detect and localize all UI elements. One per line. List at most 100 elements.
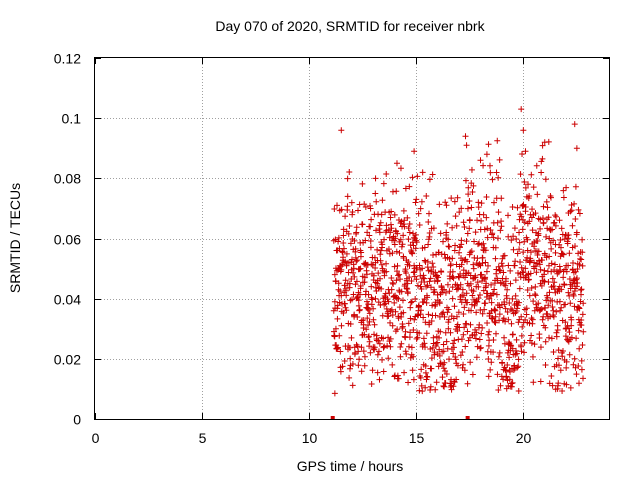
data-point bbox=[385, 334, 392, 341]
data-point bbox=[445, 316, 452, 323]
data-point bbox=[344, 175, 351, 182]
data-point bbox=[416, 221, 423, 228]
data-point bbox=[427, 386, 434, 393]
data-point bbox=[465, 337, 472, 344]
data-point bbox=[514, 364, 521, 371]
data-point bbox=[358, 317, 365, 324]
data-point bbox=[477, 345, 484, 352]
data-point bbox=[524, 236, 531, 243]
data-point bbox=[536, 334, 543, 341]
data-point bbox=[463, 320, 470, 327]
data-point bbox=[453, 261, 460, 268]
data-point bbox=[483, 268, 490, 275]
data-point bbox=[558, 304, 565, 311]
data-point bbox=[394, 262, 401, 269]
data-point bbox=[404, 280, 411, 287]
data-point bbox=[461, 223, 468, 230]
data-point bbox=[565, 289, 572, 296]
x-tick-label: 20 bbox=[516, 430, 532, 446]
data-point bbox=[370, 305, 377, 312]
data-point bbox=[572, 215, 579, 222]
data-point bbox=[571, 200, 578, 207]
data-point bbox=[479, 310, 486, 317]
plot-frame bbox=[94, 57, 610, 420]
data-point bbox=[369, 261, 376, 268]
data-point bbox=[498, 223, 505, 230]
data-point bbox=[475, 204, 482, 211]
data-point bbox=[369, 296, 376, 303]
data-point bbox=[362, 204, 369, 211]
data-point bbox=[417, 205, 424, 212]
data-point bbox=[429, 171, 436, 178]
data-point bbox=[420, 314, 427, 321]
data-point bbox=[368, 380, 375, 387]
data-point bbox=[349, 209, 356, 216]
data-point bbox=[351, 273, 358, 280]
data-point bbox=[378, 211, 385, 218]
data-point bbox=[573, 145, 580, 152]
data-point bbox=[331, 206, 338, 213]
data-point bbox=[476, 321, 483, 328]
data-point bbox=[443, 370, 450, 377]
data-point bbox=[392, 308, 399, 315]
data-point bbox=[539, 142, 546, 149]
data-point bbox=[481, 306, 488, 313]
data-point bbox=[573, 335, 580, 342]
data-point bbox=[558, 225, 565, 232]
data-point bbox=[516, 246, 523, 253]
data-point bbox=[371, 331, 378, 338]
data-point bbox=[451, 337, 458, 344]
data-point bbox=[491, 318, 498, 325]
data-point bbox=[388, 225, 395, 232]
data-point bbox=[392, 235, 399, 242]
data-point bbox=[544, 204, 551, 211]
data-point bbox=[550, 348, 557, 355]
data-point bbox=[387, 221, 394, 228]
data-point bbox=[387, 214, 394, 221]
data-point bbox=[566, 329, 573, 336]
data-point bbox=[492, 313, 499, 320]
data-point bbox=[536, 261, 543, 268]
data-point bbox=[442, 289, 449, 296]
data-point bbox=[488, 299, 495, 306]
data-point bbox=[437, 328, 444, 335]
data-point bbox=[414, 173, 421, 180]
data-point bbox=[419, 265, 426, 272]
data-point bbox=[477, 226, 484, 233]
data-point bbox=[430, 251, 437, 258]
data-point bbox=[372, 295, 379, 302]
data-point bbox=[514, 204, 521, 211]
data-point bbox=[377, 219, 384, 226]
data-point bbox=[384, 342, 391, 349]
data-point bbox=[337, 368, 344, 375]
data-point bbox=[452, 213, 459, 220]
data-point bbox=[404, 214, 411, 221]
data-point bbox=[548, 245, 555, 252]
data-point bbox=[361, 331, 368, 338]
data-point bbox=[336, 292, 343, 299]
data-point bbox=[537, 344, 544, 351]
data-point bbox=[513, 350, 520, 357]
data-point bbox=[409, 367, 416, 374]
data-point bbox=[353, 258, 360, 265]
data-point bbox=[512, 277, 519, 284]
data-point bbox=[555, 355, 562, 362]
data-point bbox=[494, 219, 501, 226]
data-point bbox=[405, 343, 412, 350]
data-point bbox=[469, 188, 476, 195]
data-point bbox=[499, 262, 506, 269]
data-point bbox=[338, 206, 345, 213]
data-point bbox=[421, 344, 428, 351]
data-point bbox=[556, 298, 563, 305]
zero-marker bbox=[330, 416, 335, 420]
data-point bbox=[423, 299, 430, 306]
data-point bbox=[507, 280, 514, 287]
data-point bbox=[510, 233, 517, 240]
data-point bbox=[340, 240, 347, 247]
data-point bbox=[348, 276, 355, 283]
data-point bbox=[343, 250, 350, 257]
data-point bbox=[451, 379, 458, 386]
data-point bbox=[578, 366, 585, 373]
data-point bbox=[391, 241, 398, 248]
data-point bbox=[486, 295, 493, 302]
